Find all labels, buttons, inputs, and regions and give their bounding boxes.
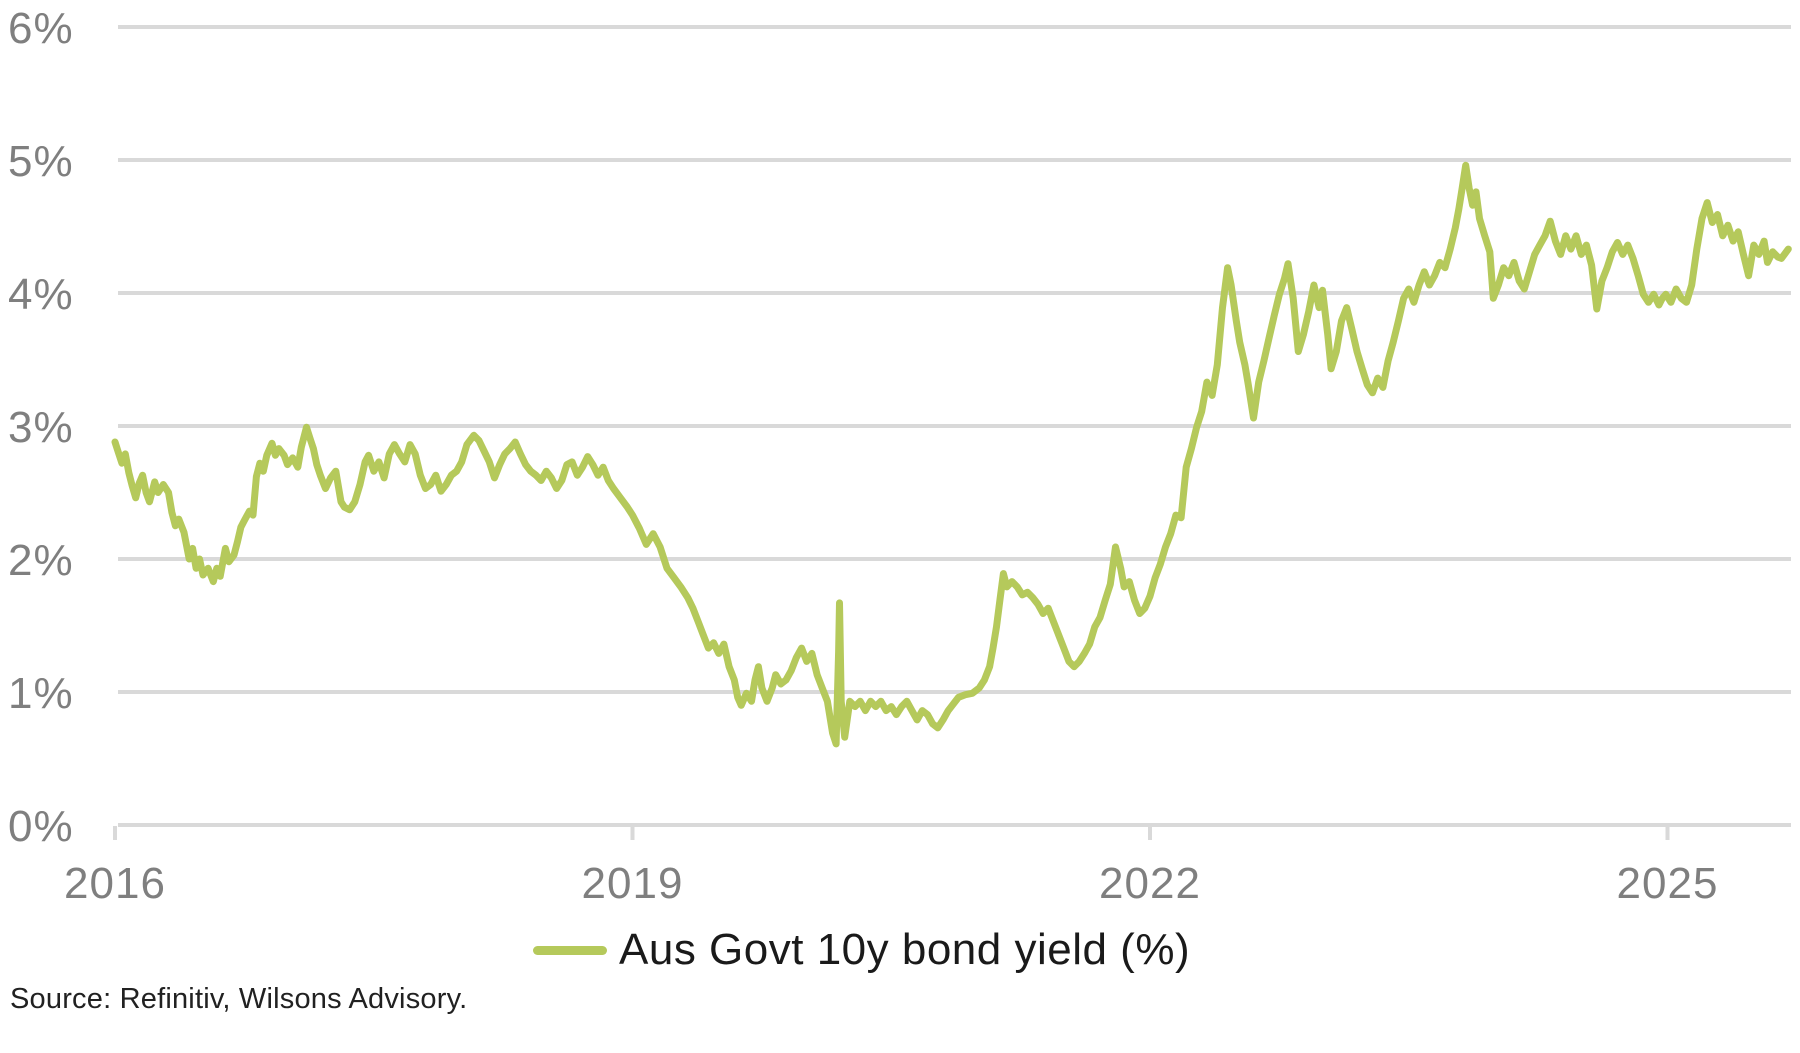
y-axis-label: 0% (8, 802, 74, 851)
y-axis-label: 4% (8, 270, 74, 319)
y-axis-label: 6% (8, 4, 74, 53)
y-axis-label: 5% (8, 137, 74, 186)
legend-line-swatch (533, 945, 607, 955)
yield-line-series (111, 161, 1792, 748)
x-axis-label: 2016 (64, 859, 166, 908)
source-note: Source: Refinitiv, Wilsons Advisory. (10, 983, 468, 1015)
y-axis-label: 2% (8, 536, 74, 585)
x-axis-label: 2022 (1099, 859, 1201, 908)
legend-label: Aus Govt 10y bond yield (%) (619, 925, 1191, 974)
x-axis-label: 2019 (582, 859, 684, 908)
y-axis-label: 1% (8, 669, 74, 718)
y-axis-label: 3% (8, 403, 74, 452)
chart-legend: Aus Govt 10y bond yield (%) (533, 925, 1190, 975)
x-axis-label: 2025 (1617, 859, 1719, 908)
